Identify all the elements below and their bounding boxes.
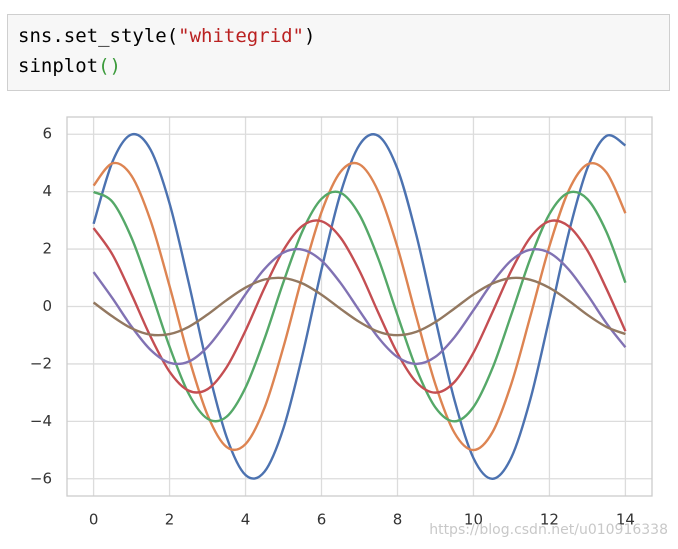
x-tick-label: 0 <box>89 511 99 529</box>
x-tick-label: 14 <box>616 511 635 529</box>
y-tick-label: 6 <box>42 125 52 143</box>
y-tick-label: 4 <box>42 182 52 200</box>
line-series <box>93 190 627 423</box>
line-series <box>92 219 627 394</box>
watermark: https://blog.csdn.net/u010916338 <box>429 522 668 538</box>
line-series <box>92 132 627 480</box>
y-tick-label: 2 <box>42 240 52 258</box>
y-tick-label: −2 <box>30 354 52 372</box>
x-tick-label: 8 <box>393 511 403 529</box>
x-tick-label: 2 <box>165 511 175 529</box>
code-token: sns.set_style( <box>18 25 179 47</box>
code-cell[interactable]: sns.set_style("whitegrid") sinplot() <box>7 14 670 91</box>
x-tick-label: 4 <box>241 511 251 529</box>
y-tick-label: −6 <box>30 469 52 487</box>
y-tick-label: −4 <box>30 412 52 430</box>
axes-frame <box>66 116 653 497</box>
line-series <box>92 247 627 366</box>
line-series <box>92 276 626 337</box>
code-line: sns.set_style("whitegrid") <box>18 25 315 47</box>
code-token: sinplot <box>18 55 99 77</box>
code-token: () <box>98 55 121 77</box>
line-series <box>92 161 627 452</box>
y-tick-label: 0 <box>42 297 52 315</box>
code-token: ) <box>304 25 316 47</box>
x-tick-label: 6 <box>317 511 327 529</box>
code-line: sinplot() <box>18 55 121 77</box>
code-string: "whitegrid" <box>178 25 304 47</box>
x-tick-label: 12 <box>540 511 559 529</box>
x-tick-label: 10 <box>464 511 483 529</box>
